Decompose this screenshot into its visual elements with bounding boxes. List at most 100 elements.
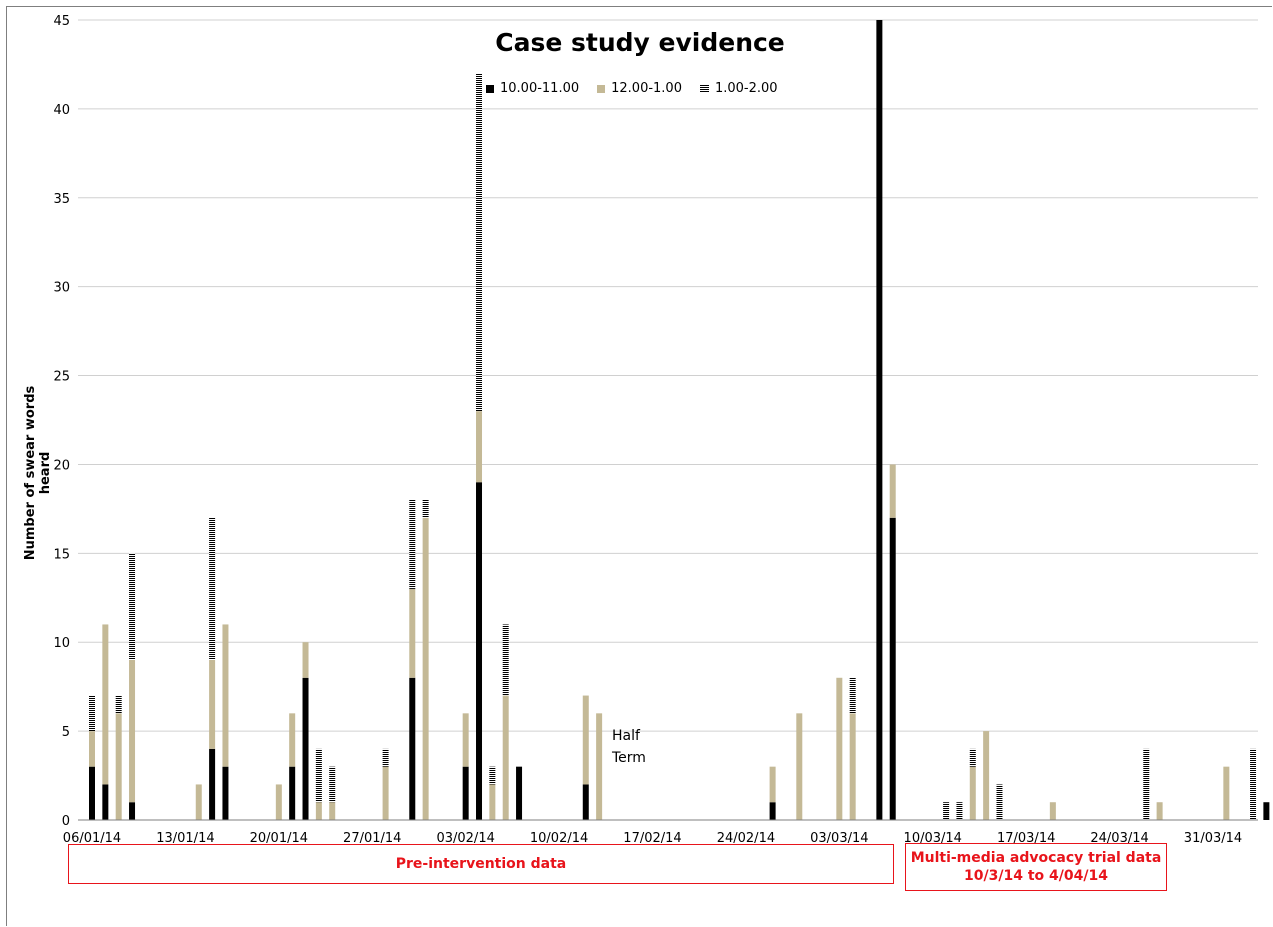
bar-segment-1-2: [209, 517, 216, 660]
x-tick-label: 13/01/14: [156, 831, 214, 846]
bar-segment-10-11: [289, 766, 296, 820]
bar-segment-12-1: [289, 713, 296, 767]
bar-segment-12-1: [476, 411, 483, 483]
bar-segment-1-2: [422, 500, 429, 518]
bar-segment-10-11: [302, 677, 309, 820]
bar-segment-12-1: [115, 713, 122, 820]
bar-segment-1-2: [1250, 748, 1257, 820]
y-tick-label: 45: [53, 14, 70, 29]
bar-segment-12-1: [582, 695, 589, 785]
bar-segment-1-2: [409, 500, 416, 589]
bar-segment-10-11: [222, 766, 229, 820]
bar-segment-12-1: [849, 713, 856, 820]
bar-segment-12-1: [409, 588, 416, 678]
bar-segment-12-1: [1156, 802, 1163, 820]
bar-segment-12-1: [796, 713, 803, 820]
pre-intervention-box: Pre-intervention data: [68, 844, 894, 884]
x-tick-label: 20/01/14: [250, 831, 308, 846]
half-term-line1: Half: [612, 728, 640, 744]
trial-data-box: Multi-media advocacy trial data 10/3/14 …: [905, 843, 1167, 891]
bar-segment-12-1: [969, 766, 976, 820]
bar-segment-1-2: [489, 766, 496, 785]
bar-segment-10-11: [1263, 802, 1270, 820]
bar-segment-1-2: [89, 695, 95, 732]
trial-label-line2: 10/3/14 to 4/04/14: [964, 868, 1108, 884]
bar-segment-1-2: [315, 748, 322, 803]
x-tick-label: 10/03/14: [904, 831, 962, 846]
x-tick-label: 10/02/14: [530, 831, 588, 846]
bar-segment-1-2: [943, 802, 950, 820]
bar-segment-12-1: [329, 802, 336, 820]
pre-intervention-label: Pre-intervention data: [395, 856, 567, 872]
bar-segment-10-11: [462, 766, 469, 820]
bar-segment-10-11: [409, 677, 416, 820]
bar-segment-1-2: [329, 766, 336, 803]
half-term-line2: Term: [612, 750, 646, 766]
trial-label-line1: Multi-media advocacy trial data: [910, 850, 1162, 866]
x-tick-label: 17/03/14: [997, 831, 1055, 846]
y-tick-label: 15: [53, 547, 70, 562]
bar-segment-12-1: [275, 784, 282, 820]
bar-segment-1-2: [956, 802, 963, 820]
bar-segment-12-1: [489, 784, 496, 820]
bar-segment-12-1: [89, 731, 95, 767]
legend-item-10-11: 10.00-11.00: [486, 81, 579, 96]
bar-segment-12-1: [422, 517, 429, 820]
x-tick-label: 24/02/14: [717, 831, 775, 846]
bar-segment-1-2: [969, 748, 976, 767]
legend-swatch-striped: [699, 84, 709, 93]
bar-segment-1-2: [129, 553, 136, 660]
bar-segment-12-1: [129, 660, 136, 803]
bar-segment-1-2: [476, 73, 483, 412]
bar-segment-12-1: [769, 766, 776, 803]
y-tick-label: 5: [62, 725, 70, 740]
bar-segment-1-2: [996, 784, 1003, 820]
bar-segment-1-2: [502, 624, 509, 696]
bar-segment-10-11: [476, 482, 483, 820]
bar-segment-10-11: [102, 784, 109, 820]
bar-segment-12-1: [315, 802, 322, 820]
chart-title: Case study evidence: [495, 28, 785, 57]
x-tick-label: 31/03/14: [1184, 831, 1242, 846]
bar-segment-12-1: [1223, 766, 1230, 820]
bar-segment-12-1: [462, 713, 469, 767]
bar-segment-12-1: [195, 784, 202, 820]
bar-segment-10-11: [129, 802, 136, 820]
bar-segment-10-11: [89, 766, 95, 820]
bar-segment-12-1: [502, 695, 509, 820]
legend: 10.00-11.00 12.00-1.00 1.00-2.00: [486, 81, 778, 96]
y-tick-label: 30: [53, 281, 70, 296]
legend-label: 1.00-2.00: [714, 81, 778, 96]
bar-segment-12-1: [596, 713, 603, 820]
bar-segment-12-1: [983, 731, 990, 820]
bar-segment-1-2: [115, 695, 122, 714]
bar-segment-10-11: [516, 766, 523, 820]
x-tick-label: 03/03/14: [810, 831, 868, 846]
bar-segment-1-2: [849, 677, 856, 714]
legend-item-12-1: 12.00-1.00: [597, 81, 682, 96]
y-tick-label: 10: [53, 636, 70, 651]
y-axis-label: Number of swear words heard: [23, 385, 53, 561]
x-tick-label: 03/02/14: [436, 831, 494, 846]
bar-segment-12-1: [222, 624, 229, 767]
y-tick-label: 20: [53, 458, 70, 473]
bar-segment-12-1: [836, 677, 843, 820]
x-tick-label: 06/01/14: [63, 831, 121, 846]
y-tick-label: 40: [53, 103, 70, 118]
x-tick-labels: 06/01/14 13/01/14 20/01/14 27/01/14 03/02/14…: [63, 831, 1242, 846]
legend-item-1-2: 1.00-2.00: [699, 81, 778, 96]
bar-segment-12-1: [889, 464, 896, 518]
bar-segment-12-1: [209, 660, 216, 749]
y-tick-label: 35: [53, 192, 70, 207]
bar-segment-1-2: [1143, 748, 1150, 820]
legend-label: 12.00-1.00: [611, 81, 682, 96]
legend-swatch-black: [486, 84, 494, 93]
y-tick-label: 25: [53, 370, 70, 385]
legend-swatch-tan: [597, 84, 606, 93]
half-term-note: Half Term: [612, 725, 646, 769]
bar-segment-10-11: [769, 802, 776, 820]
bars: [89, 20, 1270, 820]
x-tick-label: 17/02/14: [623, 831, 681, 846]
y-tick-label: 0: [62, 814, 70, 829]
